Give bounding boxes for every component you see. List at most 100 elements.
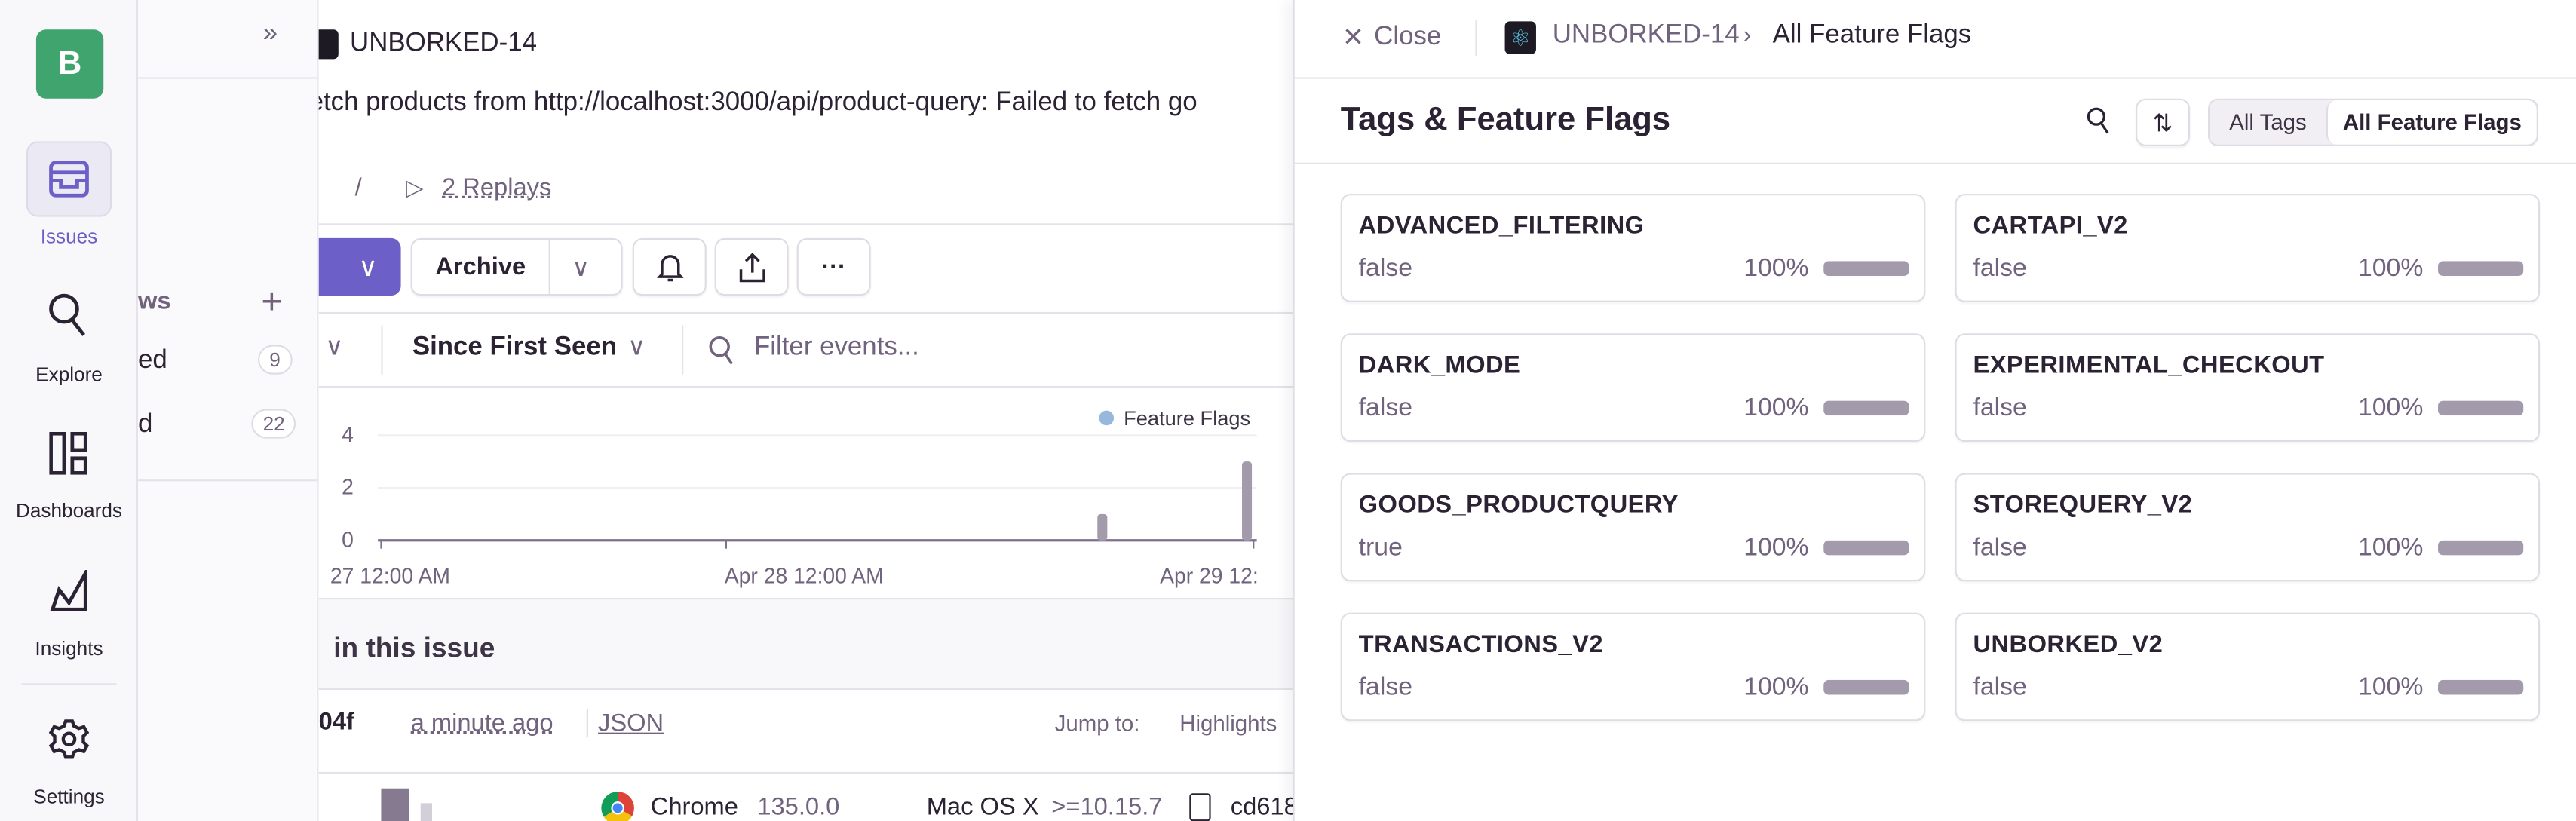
flag-value: false [1359,255,1412,284]
error-message: etch products from http://localhost:3000… [319,89,1198,118]
breadcrumb-project[interactable]: UNBORKED-14 [1553,21,1740,51]
jump-to-label: Jump to: [1055,711,1140,736]
gear-icon[interactable] [46,716,92,762]
subscribe-button[interactable] [633,238,707,296]
flag-value: false [1973,394,2026,424]
x-tick-label: Apr 28 12:00 AM [725,563,884,588]
segment-all-feature-flags[interactable]: All Feature Flags [2326,100,2537,145]
views-section-label: ws [138,287,171,315]
archive-label[interactable]: Archive [412,238,550,296]
flag-percent: 100% [1743,394,1808,424]
chevron-down-icon[interactable]: ∨ [325,332,343,361]
nav-label-settings[interactable]: Settings [0,785,138,808]
replay-thumbnail [421,803,432,821]
sort-icon: ⇅ [2152,108,2173,137]
flag-percent: 100% [2358,534,2423,563]
sidebar-item-count: 22 [251,409,296,438]
chevron-down-icon[interactable]: ∨ [550,252,612,281]
feature-flag-card[interactable]: CARTAPI_V2 false 100% [1955,194,2540,302]
flag-name: EXPERIMENTAL_CHECKOUT [1973,351,2324,379]
x-tick-label: Apr 29 12: [1160,563,1259,588]
sidebar-item-label[interactable]: d [138,411,152,440]
feature-flag-card[interactable]: TRANSACTIONS_V2 false 100% [1341,613,1926,721]
section-title: in this issue [333,633,495,666]
flag-name: ADVANCED_FILTERING [1359,212,1645,240]
chart-bar [1242,461,1252,541]
y-tick-label: 2 [342,475,354,500]
more-actions-button[interactable]: ··· [797,238,871,296]
event-timestamp[interactable]: a minute ago [411,709,554,737]
resolve-dropdown-button[interactable]: ∨ [319,238,401,296]
flag-percent: 100% [1743,534,1808,563]
replays-link[interactable]: 2 Replays [442,174,551,202]
os-version: >=10.15.7 [1051,793,1162,821]
flag-value: false [1973,255,2026,284]
sort-button[interactable]: ⇅ [2136,99,2190,146]
flag-percent-bar [1823,261,1909,276]
divider [381,325,382,374]
flag-percent-fill [2438,541,2523,556]
since-first-seen-dropdown[interactable]: Since First Seen [412,333,617,363]
event-id: 04f [319,708,354,736]
divider [319,223,1293,225]
feature-flag-card[interactable]: DARK_MODE false 100% [1341,333,1926,442]
close-button[interactable]: ✕ Close [1342,21,1441,54]
collapse-sidebar-icon[interactable]: » [263,20,278,49]
flag-value: false [1359,673,1412,703]
sidebar-item-label[interactable]: ed [138,347,167,376]
replay-thumbnail [381,789,409,821]
flag-value: false [1973,673,2026,703]
secondary-sidebar: » ws + ed 9 d 22 [138,0,319,821]
tag-type-segmented-control: All Tags All Feature Flags [2208,99,2538,146]
chevron-down-icon[interactable]: ∨ [627,332,646,361]
flag-percent: 100% [1743,255,1808,284]
nav-label-insights[interactable]: Insights [0,637,138,660]
legend-swatch [1099,411,1114,426]
flag-percent-bar [1823,401,1909,416]
flag-value: false [1359,394,1412,424]
json-link[interactable]: JSON [598,709,664,737]
search-icon[interactable] [2087,107,2111,135]
section-header: in this issue [319,598,1293,690]
flag-percent-bar [2438,261,2523,276]
org-avatar[interactable]: B [36,29,103,98]
divider [1295,163,2576,164]
flag-name: DARK_MODE [1359,351,1521,379]
feature-flag-card[interactable]: EXPERIMENTAL_CHECKOUT false 100% [1955,333,2540,442]
feature-flag-card[interactable]: UNBORKED_V2 false 100% [1955,613,2540,721]
drawer-title: Tags & Feature Flags [1341,102,1670,139]
feature-flag-card[interactable]: GOODS_PRODUCTQUERY true 100% [1341,473,1926,581]
flag-percent-fill [1823,541,1909,556]
flag-percent-bar [2438,401,2523,416]
close-label: Close [1374,23,1441,52]
issue-short-id[interactable]: UNBORKED-14 [350,29,537,59]
nav-label-dashboards[interactable]: Dashboards [0,499,138,522]
segment-all-tags[interactable]: All Tags [2210,100,2326,145]
jump-highlights-link[interactable]: Highlights [1179,711,1277,736]
flag-percent-fill [2438,401,2523,416]
flag-percent-bar [2438,541,2523,556]
insights-icon[interactable] [46,568,92,614]
divider [319,772,1293,774]
filter-events-input[interactable]: Filter events... [754,333,919,363]
flag-percent-fill [2438,680,2523,695]
flag-percent-fill [2438,261,2523,276]
search-icon [708,335,736,366]
chevron-down-icon: ∨ [358,250,378,283]
divider [587,709,588,737]
feature-flags-drawer: ✕ Close ⚛ UNBORKED-14 › All Feature Flags… [1293,0,2576,821]
search-icon[interactable] [46,293,92,339]
flag-percent-bar [1823,541,1909,556]
archive-button[interactable]: Archive ∨ [411,238,623,296]
dashboard-icon[interactable] [46,430,92,476]
add-view-icon[interactable]: + [261,281,282,324]
share-button[interactable] [715,238,789,296]
nav-label-issues[interactable]: Issues [0,225,138,248]
x-tick-label: 27 12:00 AM [330,563,450,588]
feature-flag-card[interactable]: STOREQUERY_V2 false 100% [1955,473,2540,581]
feature-flag-card[interactable]: ADVANCED_FILTERING false 100% [1341,194,1926,302]
nav-label-explore[interactable]: Explore [0,363,138,385]
react-platform-icon [319,29,339,59]
flag-percent: 100% [2358,673,2423,703]
replay-thumbnail [501,803,547,821]
